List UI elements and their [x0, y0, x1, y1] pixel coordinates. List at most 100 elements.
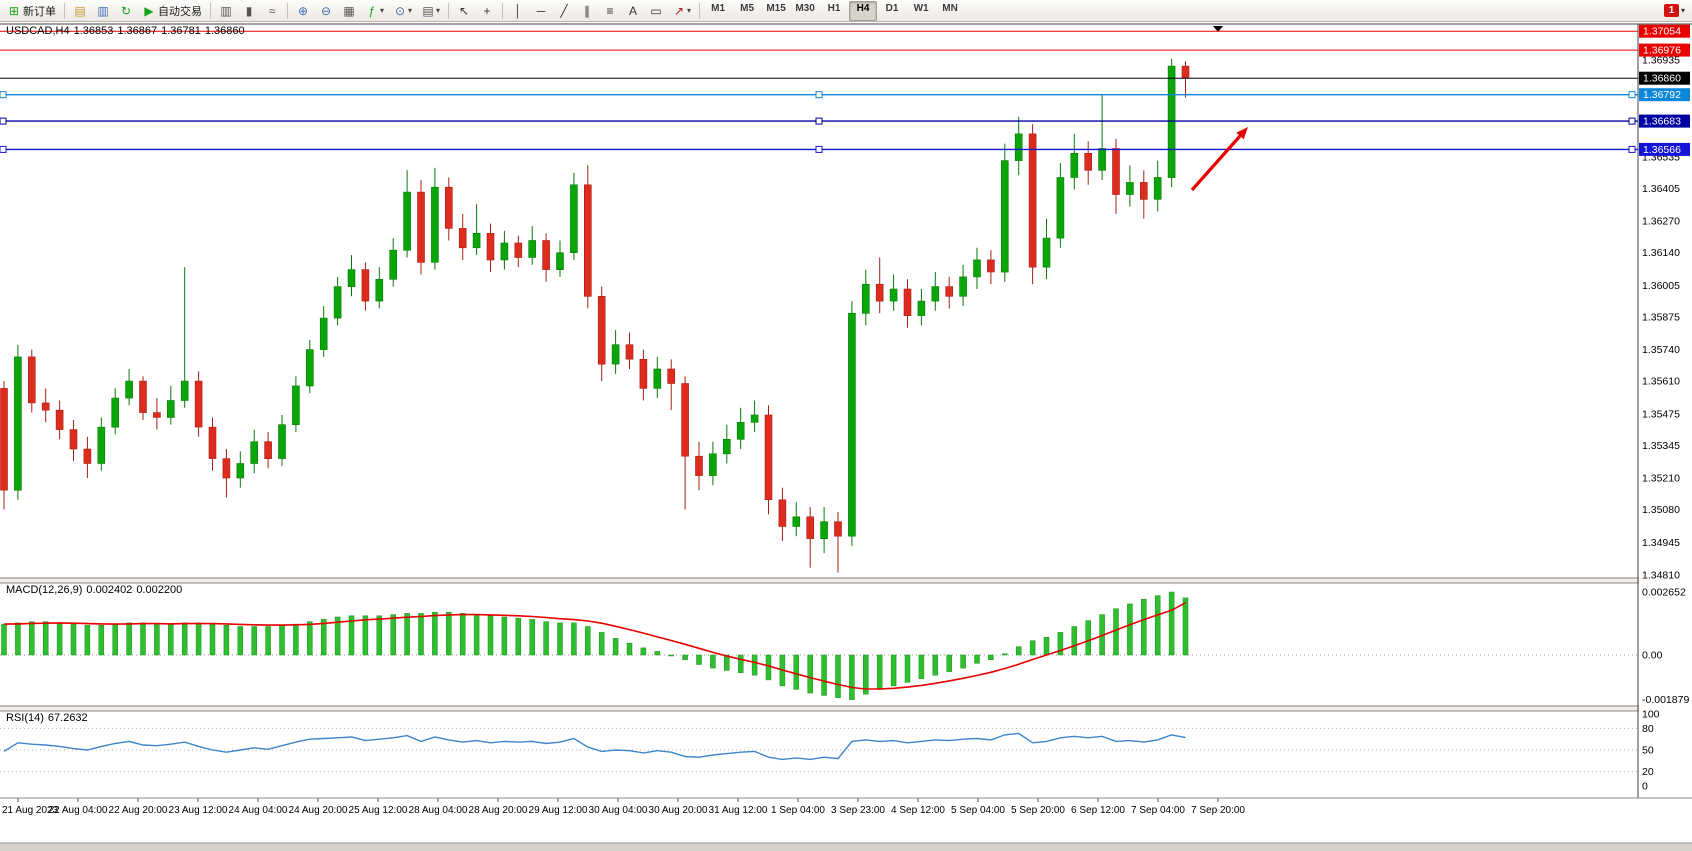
- line-selection-handle[interactable]: [1628, 91, 1636, 99]
- vertical-line-button[interactable]: │: [507, 1, 529, 21]
- panel-separator[interactable]: [0, 578, 1692, 583]
- market-watch-button[interactable]: ▥: [92, 1, 114, 21]
- price-tick-label: 1.34810: [1642, 570, 1680, 582]
- indicators-button[interactable]: ƒ ▾: [361, 1, 388, 21]
- tile-windows-button[interactable]: ▦: [338, 1, 360, 21]
- candle-body: [917, 300, 926, 316]
- timeframe-button-m5[interactable]: M5: [740, 2, 755, 14]
- time-label: 29 Aug 12:00: [529, 805, 588, 816]
- line-selection-handle[interactable]: [815, 117, 823, 125]
- macd-bar: [195, 622, 202, 656]
- profiles-icon: ▤: [74, 3, 86, 18]
- timeframe-button-m15[interactable]: M15: [766, 2, 786, 14]
- new-order-icon: ⊞: [8, 3, 20, 18]
- periods-button[interactable]: ⊙ ▾: [389, 1, 416, 21]
- quote-close: 1.36860: [204, 25, 245, 37]
- line-selection-handle[interactable]: [815, 91, 823, 99]
- bar-chart-button[interactable]: ▥: [215, 1, 237, 21]
- macd-bar: [223, 625, 230, 656]
- macd-bar: [1015, 646, 1022, 656]
- line-selection-handle[interactable]: [1628, 117, 1636, 125]
- line-selection-handle[interactable]: [815, 145, 823, 153]
- text-icon: A: [629, 3, 638, 18]
- candle-body: [1028, 133, 1037, 268]
- crosshair-button[interactable]: +: [476, 1, 498, 21]
- time-label: 1 Sep 04:00: [771, 805, 825, 816]
- refresh-icon: ↻: [120, 3, 132, 18]
- macd-bar: [765, 654, 772, 681]
- macd-bar: [140, 622, 146, 656]
- horizontal-line-button[interactable]: ─: [530, 1, 552, 21]
- time-label: 28 Aug 04:00: [409, 805, 468, 816]
- chart-shift-marker[interactable]: [1213, 26, 1223, 32]
- autotrading-button-label: 自动交易: [158, 5, 202, 18]
- candlestick-chart-button[interactable]: ▮: [238, 1, 260, 21]
- line-selection-handle[interactable]: [0, 145, 7, 153]
- timeframe-button-d1[interactable]: D1: [885, 2, 899, 14]
- price-tick-label: 1.35080: [1642, 504, 1680, 516]
- line-selection-handle[interactable]: [1628, 145, 1636, 153]
- text-button[interactable]: A: [622, 1, 644, 21]
- chart-canvas[interactable]: 1.369351.365351.364051.362701.361401.360…: [0, 22, 1692, 851]
- candle-body: [695, 455, 703, 476]
- candle-body: [848, 312, 856, 537]
- toolbar-separator: [64, 2, 65, 19]
- candle-body: [264, 441, 272, 460]
- time-label: 4 Sep 12:00: [891, 805, 945, 816]
- new-order-button[interactable]: ⊞ 新订单: [3, 1, 60, 21]
- zoom-out-button[interactable]: ⊖: [315, 1, 337, 21]
- line-selection-handle[interactable]: [0, 91, 7, 99]
- toolbar-separator: [502, 2, 504, 19]
- channel-icon: ∥: [584, 3, 591, 18]
- macd-axis-label: 0.002652: [1642, 587, 1686, 599]
- macd-bar: [348, 615, 355, 656]
- timeframe-button-h1[interactable]: H1: [827, 2, 841, 14]
- timeframe-button-m30[interactable]: M30: [795, 2, 815, 14]
- arrow-annotation-head[interactable]: [1236, 127, 1248, 140]
- timeframe-button-mn[interactable]: MN: [942, 2, 958, 14]
- candle-body: [1014, 133, 1023, 161]
- line-chart-button[interactable]: ≈: [261, 1, 283, 21]
- price-tick-label: 1.36140: [1642, 247, 1680, 259]
- level-tag-1-text: 1.36792: [1643, 89, 1681, 101]
- profiles-button[interactable]: ▤: [69, 1, 91, 21]
- arrows-button[interactable]: ↗ ▾: [668, 1, 695, 21]
- macd-bar: [932, 654, 939, 676]
- templates-button[interactable]: ▤ ▾: [417, 1, 444, 21]
- candle-body: [597, 295, 606, 365]
- window-bottom-edge: [0, 843, 1692, 851]
- cursor-button[interactable]: ↖: [453, 1, 475, 21]
- notifications-button[interactable]: 1 ▾: [1663, 4, 1685, 17]
- time-label: 3 Sep 23:00: [831, 805, 885, 816]
- rsi-value: 67.2632: [47, 712, 88, 724]
- line-selection-handle[interactable]: [0, 117, 7, 125]
- macd-bar: [1029, 640, 1036, 656]
- autotrading-button[interactable]: ▶ 自动交易: [138, 1, 206, 21]
- fibonacci-button[interactable]: ≡: [599, 1, 621, 21]
- timeframe-button-h4[interactable]: H4: [849, 0, 878, 21]
- zoom-in-button[interactable]: ⊕: [292, 1, 314, 21]
- candle-body: [431, 186, 439, 263]
- refresh-button[interactable]: ↻: [115, 1, 137, 21]
- timeframe-button-w1[interactable]: W1: [913, 2, 929, 14]
- price-tick-label: 1.35475: [1642, 408, 1680, 420]
- timeframe-button-m1[interactable]: M1: [711, 2, 726, 14]
- macd-bar: [209, 623, 216, 656]
- candle-body: [834, 521, 842, 537]
- arrow-annotation[interactable]: [1190, 134, 1242, 192]
- time-label: 24 Aug 04:00: [229, 805, 288, 816]
- candle-body: [319, 317, 328, 350]
- trendline-button[interactable]: ╱: [553, 1, 575, 21]
- candle-body: [903, 288, 912, 317]
- channel-button[interactable]: ∥: [576, 1, 598, 21]
- candlestick-icon: ▮: [245, 3, 253, 18]
- dropdown-arrow-icon: ▾: [380, 6, 385, 15]
- macd-bar: [1141, 598, 1147, 656]
- text-label-button[interactable]: ▭: [645, 1, 667, 21]
- new-order-button-label: 新订单: [23, 5, 56, 18]
- macd-bar: [487, 615, 494, 656]
- panel-separator[interactable]: [0, 706, 1692, 711]
- candle-body: [806, 516, 815, 539]
- price-tick-label: 1.36270: [1642, 216, 1680, 228]
